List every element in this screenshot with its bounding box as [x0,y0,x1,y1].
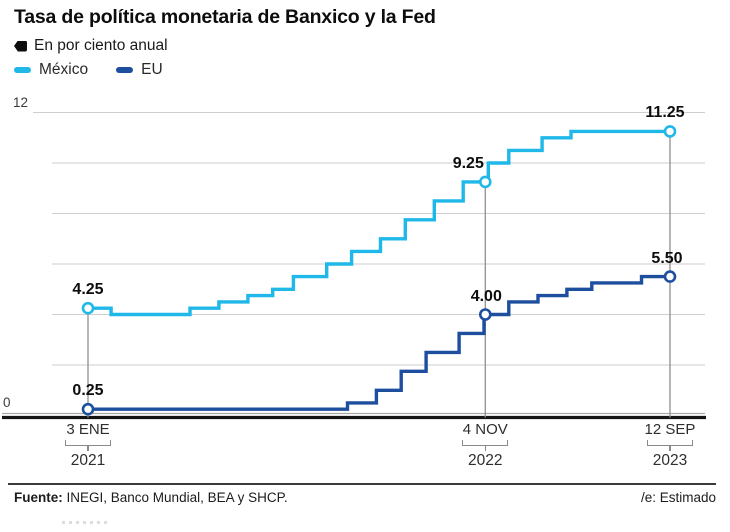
data-point-marker [81,301,95,315]
x-tick-year-label: 2021 [70,452,106,469]
cropped-watermark [62,521,110,524]
legend-item-mexico: México [14,61,88,79]
mexico-line-swatch [14,67,31,73]
x-tick-bracket [462,440,509,446]
tag-icon [14,40,27,52]
source-text: INEGI, Banco Mundial, BEA y SHCP. [66,490,288,505]
data-point-marker [478,308,492,321]
x-tick-bracket [646,440,693,446]
x-tick-stem [484,446,487,451]
y-axis-label-12: 12 [13,95,29,110]
estimate-note: /e: Estimado [640,490,716,505]
x-tick-year-label: 2022 [468,452,503,469]
legend-label-eu: EU [141,61,163,78]
eu-line-swatch [116,67,134,73]
mexico-line [88,129,670,317]
legend: México EU [14,61,163,79]
data-point-marker [478,175,492,189]
legend-label-mexico: México [39,61,89,78]
y-axis-label-0: 0 [3,395,11,410]
eu-line [88,274,670,411]
x-tick-day-label: 4 NOV [462,421,508,438]
x-tick-day-label: 12 SEP [644,421,696,438]
footer: Fuente: INEGI, Banco Mundial, BEA y SHCP… [14,490,716,505]
x-tick-2022: 4 NOV 2022 [435,421,535,469]
data-point-marker [663,125,677,138]
footer-divider [8,483,716,485]
x-tick-2023: 12 SEP 2023 [620,421,720,469]
data-point-marker [663,270,677,283]
x-tick-stem [669,446,671,451]
step-line-chart [2,112,706,420]
subtitle-label: En por ciento anual [34,37,168,54]
source-prefix: Fuente: [14,490,63,505]
x-tick-year-label: 2023 [652,452,688,469]
page-title: Tasa de política monetaria de Banxico y … [14,6,436,28]
x-tick-2021: 3 ENE 2021 [38,421,138,469]
chart-subtitle: En por ciento anual [14,37,168,55]
data-point-marker [81,402,95,416]
x-tick-bracket [65,440,111,446]
x-tick-stem [87,446,89,451]
legend-item-eu: EU [116,61,163,79]
source-note: Fuente: INEGI, Banco Mundial, BEA y SHCP… [14,490,288,505]
x-tick-day-label: 3 ENE [66,421,110,438]
